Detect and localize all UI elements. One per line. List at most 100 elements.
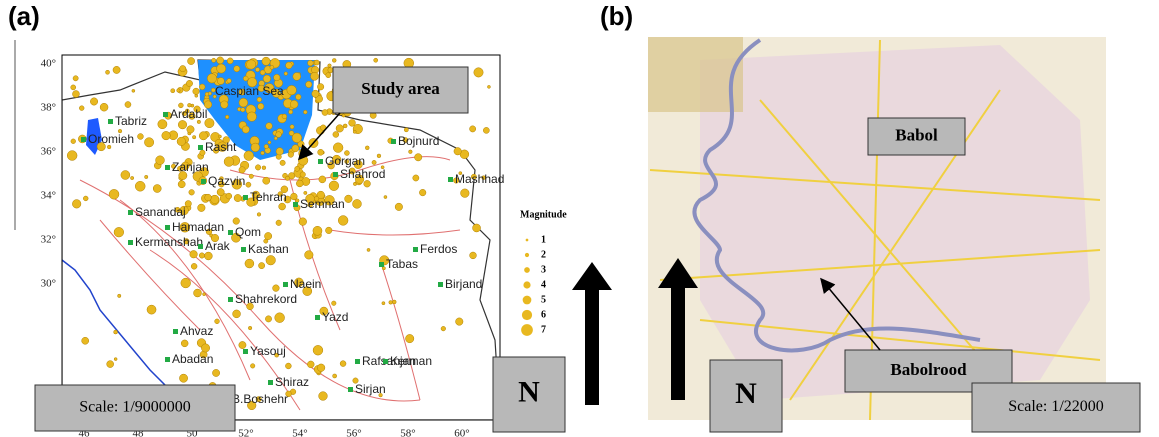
city-dot: [379, 262, 384, 267]
quake-dot: [340, 361, 346, 367]
city-dot: [198, 145, 203, 150]
quake-dot: [218, 135, 221, 138]
quake-dot: [266, 123, 273, 130]
city-dot: [165, 165, 170, 170]
quake-dot: [212, 58, 216, 62]
quake-dot: [246, 182, 251, 187]
legend-symbol: [526, 239, 529, 242]
place-label: Caspian Sea: [215, 84, 284, 98]
quake-dot: [263, 75, 270, 82]
quake-dot: [322, 109, 328, 115]
quake-dot: [413, 175, 419, 181]
place-label: B.Boshehr: [232, 392, 288, 406]
quake-dot: [345, 195, 353, 203]
quake-dot: [295, 199, 299, 203]
quake-dot: [474, 68, 483, 77]
city-dot: [198, 244, 203, 249]
quake-dot: [263, 177, 270, 184]
quake-dot: [114, 330, 118, 334]
quake-dot: [71, 85, 76, 90]
city-dot: [243, 349, 248, 354]
quake-dot: [319, 392, 328, 401]
quake-dot: [260, 70, 265, 75]
quake-dot: [180, 65, 186, 71]
quake-dot: [374, 58, 378, 62]
quake-dot: [290, 125, 294, 129]
quake-dot: [79, 106, 84, 111]
lat-tick: 34°: [41, 190, 56, 202]
quake-dot: [276, 148, 283, 155]
legend-symbol: [524, 267, 530, 273]
place-label: Yazd: [322, 310, 348, 324]
quake-dot: [461, 189, 470, 198]
quake-dot: [276, 220, 282, 226]
quake-dot: [262, 166, 266, 170]
quake-dot: [470, 252, 477, 259]
quake-dot: [409, 150, 413, 154]
legend-symbol: [523, 281, 530, 288]
legend-label: 7: [541, 324, 546, 335]
quake-dot: [343, 124, 347, 128]
place-label: Tehran: [250, 190, 287, 204]
quake-dot: [275, 313, 285, 323]
quake-dot: [221, 101, 228, 108]
place-label: Kashan: [248, 242, 289, 256]
city-dot: [228, 297, 233, 302]
quake-dot: [192, 135, 195, 138]
quake-dot: [239, 167, 245, 173]
quake-dot: [242, 126, 249, 133]
place-label: Qazvin: [208, 174, 245, 188]
quake-dot: [158, 120, 167, 129]
box-text: Scale: 1/9000000: [79, 399, 191, 416]
quake-dot: [193, 88, 200, 95]
city-dot: [283, 282, 288, 287]
city-dot: [318, 159, 323, 164]
quake-dot: [153, 185, 161, 193]
place-label: Arak: [205, 239, 231, 253]
quake-dot: [353, 199, 362, 208]
quake-dot: [367, 248, 370, 251]
quake-dot: [226, 193, 232, 199]
quake-dot: [234, 194, 241, 201]
quake-dot: [280, 160, 285, 165]
place-label: Kerman: [390, 354, 432, 368]
quake-dot: [353, 130, 356, 133]
place-label: Abadan: [172, 352, 213, 366]
quake-dot: [333, 374, 337, 378]
quake-dot: [199, 84, 205, 90]
quake-dot: [317, 84, 323, 90]
quake-dot: [333, 131, 339, 137]
quake-dot: [251, 143, 260, 152]
lon-tick: 56°: [346, 428, 361, 437]
quake-dot: [293, 73, 301, 81]
legend-label: 4: [541, 279, 546, 290]
lat-tick: 32°: [41, 234, 56, 246]
quake-dot: [288, 152, 294, 158]
quake-dot: [249, 174, 253, 178]
quake-dot: [473, 224, 481, 232]
quake-dot: [204, 252, 212, 260]
quake-dot: [329, 181, 339, 191]
panel-label: (a): [8, 1, 40, 31]
quake-dot: [247, 112, 256, 121]
quake-dot: [233, 310, 241, 318]
quake-dot: [319, 176, 326, 183]
quake-dot: [73, 76, 78, 81]
quake-dot: [333, 143, 343, 153]
quake-dot: [194, 289, 202, 297]
legend-symbol: [522, 310, 532, 320]
quake-dot: [205, 194, 212, 201]
quake-dot: [296, 94, 302, 100]
figure: (a) (b) 40°38°36°34°32°30°46485052°54°56…: [0, 0, 1159, 437]
quake-dot: [72, 91, 79, 98]
city-dot: [333, 172, 338, 177]
quake-dot: [270, 65, 274, 69]
city-dot: [448, 177, 453, 182]
quake-dot: [299, 218, 307, 226]
quake-dot: [130, 176, 133, 179]
quake-dot: [233, 218, 240, 225]
quake-dot: [382, 267, 385, 270]
quake-dot: [114, 227, 124, 237]
quake-dot: [185, 201, 191, 207]
legend-symbol: [525, 253, 529, 257]
